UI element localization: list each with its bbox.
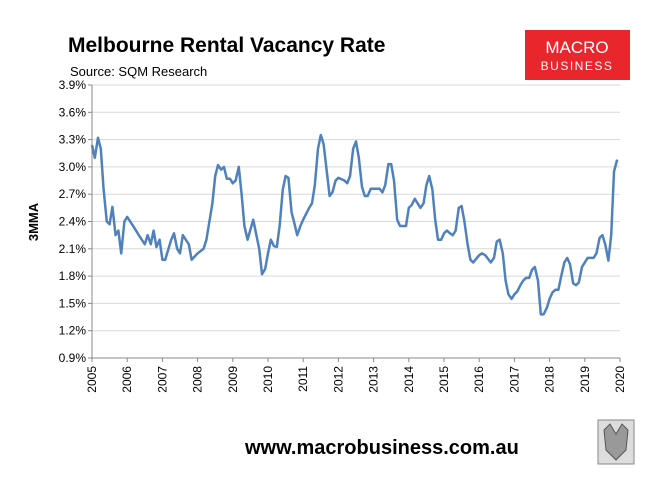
x-tick-label: 2012 <box>331 366 345 393</box>
x-tick-label: 2006 <box>120 366 134 393</box>
chart-title: Melbourne Rental Vacancy Rate <box>68 34 385 57</box>
y-tick-label: 2.4% <box>59 215 87 229</box>
x-tick-label: 2020 <box>613 366 627 393</box>
x-tick-label: 2009 <box>226 366 240 393</box>
y-tick-label: 0.9% <box>59 351 87 365</box>
y-tick-label: 3.0% <box>59 160 87 174</box>
y-tick-label: 1.5% <box>59 296 87 310</box>
logo-text: MACRO <box>545 38 608 57</box>
y-tick-label: 1.2% <box>59 324 87 338</box>
x-tick-label: 2013 <box>367 366 381 393</box>
x-tick-label: 2017 <box>507 366 521 393</box>
logo-text: BUSINESS <box>541 59 614 73</box>
y-tick-label: 3.6% <box>59 105 87 119</box>
wolf-icon-face <box>603 423 629 461</box>
chart-subtitle: Source: SQM Research <box>70 64 207 79</box>
x-tick-label: 2015 <box>437 366 451 393</box>
x-tick-label: 2018 <box>543 366 557 393</box>
x-tick-label: 2014 <box>402 366 416 393</box>
x-tick-label: 2010 <box>261 366 275 393</box>
y-tick-label: 2.7% <box>59 187 87 201</box>
footer-url: www.macrobusiness.com.au <box>244 437 519 459</box>
y-axis-label: 3MMA <box>26 202 41 241</box>
y-tick-label: 3.3% <box>59 133 87 147</box>
data-line <box>90 133 619 316</box>
logo-box <box>525 30 630 80</box>
y-tick-label: 3.9% <box>59 78 87 92</box>
y-tick-label: 1.8% <box>59 269 87 283</box>
x-tick-label: 2019 <box>578 366 592 393</box>
y-tick-label: 2.1% <box>59 242 87 256</box>
x-tick-label: 2011 <box>296 366 310 392</box>
x-tick-label: 2007 <box>155 366 169 393</box>
x-tick-label: 2016 <box>472 366 486 393</box>
x-tick-label: 2005 <box>85 366 99 393</box>
x-tick-label: 2008 <box>191 366 205 393</box>
